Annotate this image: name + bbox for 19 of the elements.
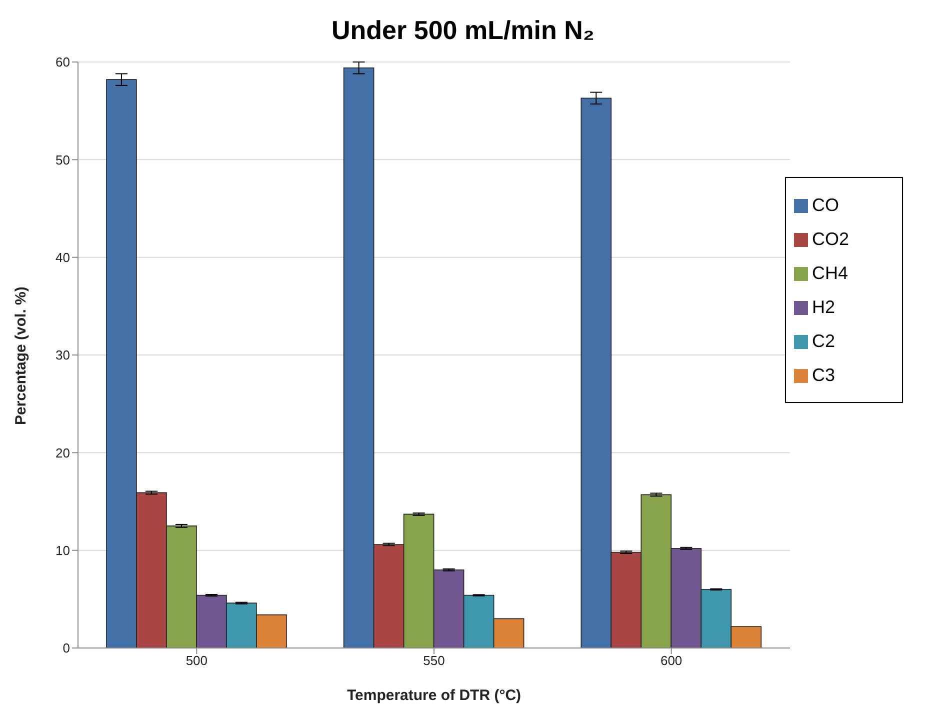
legend-label: C3 <box>812 365 836 385</box>
y-tick-label: 60 <box>56 54 70 70</box>
y-axis-title: Percentage (vol. %) <box>12 286 30 425</box>
y-tick-label: 10 <box>56 542 70 558</box>
y-tick-label: 30 <box>56 348 70 363</box>
legend-label: CH4 <box>812 263 848 283</box>
x-tick-label: 600 <box>660 653 682 668</box>
x-tick-label: 500 <box>186 653 208 668</box>
y-tick-label: 0 <box>62 640 70 656</box>
y-tick-label: 50 <box>56 152 70 168</box>
x-axis-title: Temperature of DTR (°C) <box>346 687 522 704</box>
legend-label: CO2 <box>812 229 850 249</box>
x-tick-label: 550 <box>423 653 445 668</box>
legend-label: C2 <box>812 331 836 351</box>
chart-title: Under 500 mL/min N₂ <box>330 14 596 47</box>
y-tick-label: 40 <box>56 250 70 265</box>
y-tick-label: 20 <box>56 445 70 460</box>
legend-label: H2 <box>812 297 836 317</box>
legend-label: CO <box>812 195 839 215</box>
